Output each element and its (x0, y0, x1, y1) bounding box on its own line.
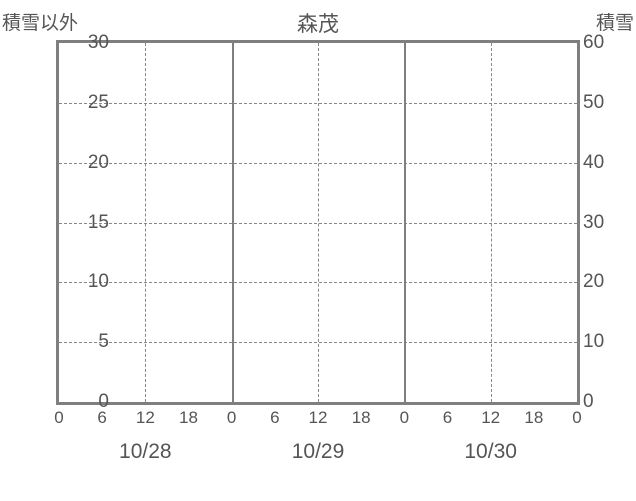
y-tick-left: 15 (69, 212, 109, 234)
y-tick-right: 50 (583, 92, 623, 114)
x-tick: 12 (481, 408, 500, 428)
gridline-vertical-minor (491, 43, 492, 402)
x-tick: 0 (54, 408, 63, 428)
x-tick: 0 (400, 408, 409, 428)
day-label: 10/28 (119, 440, 172, 464)
y-tick-left: 25 (69, 92, 109, 114)
day-label: 10/29 (292, 440, 345, 464)
day-label: 10/30 (464, 440, 517, 464)
x-tick: 12 (309, 408, 328, 428)
gridline-vertical-minor (145, 43, 146, 402)
y-tick-right: 30 (583, 212, 623, 234)
gridline-vertical-day-boundary (232, 43, 234, 402)
y-tick-right: 20 (583, 271, 623, 293)
x-tick-trailing: 0 (572, 408, 581, 428)
chart-container: 森茂 積雪以外 積雪 0 5 10 15 20 25 30 0 10 20 30… (0, 0, 636, 501)
gridline-vertical-day-boundary (404, 43, 406, 402)
x-tick: 6 (443, 408, 452, 428)
x-tick: 6 (270, 408, 279, 428)
right-axis-label: 積雪 (596, 8, 634, 35)
y-tick-left: 10 (69, 271, 109, 293)
y-tick-left: 5 (69, 331, 109, 353)
y-tick-left: 20 (69, 152, 109, 174)
y-tick-right: 10 (583, 331, 623, 353)
y-tick-right: 60 (583, 32, 623, 54)
x-tick: 6 (97, 408, 106, 428)
y-tick-right: 40 (583, 152, 623, 174)
plot-area[interactable]: 0 5 10 15 20 25 30 0 10 20 30 40 50 60 0… (56, 40, 580, 405)
x-tick: 12 (136, 408, 155, 428)
gridline-vertical-minor (318, 43, 319, 402)
x-tick: 0 (227, 408, 236, 428)
x-tick: 18 (179, 408, 198, 428)
x-tick: 18 (352, 408, 371, 428)
x-tick: 18 (524, 408, 543, 428)
left-axis-label: 積雪以外 (2, 8, 78, 35)
y-tick-left: 30 (69, 32, 109, 54)
y-tick-right: 0 (583, 391, 623, 413)
